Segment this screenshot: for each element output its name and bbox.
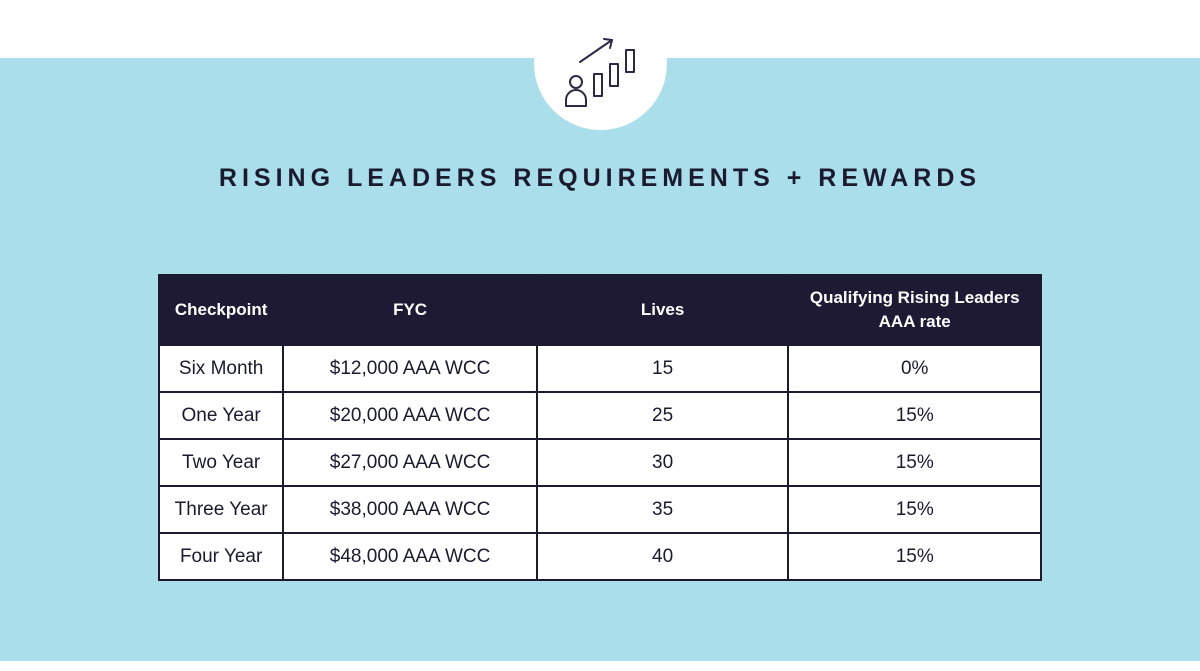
cell-checkpoint: Six Month [157,344,285,393]
bottom-strip [0,661,1200,671]
cell-checkpoint: One Year [157,391,285,440]
page-title: RISING LEADERS REQUIREMENTS + REWARDS [218,164,982,192]
cell-checkpoint: Four Year [157,532,285,581]
table-row: One Year $20,000 AAA WCC 25 15% [157,391,1042,440]
table-row: Six Month $12,000 AAA WCC 15 0% [157,344,1042,393]
cell-rate: 15% [787,438,1042,487]
icon-badge [534,0,667,130]
cell-fyc: $12,000 AAA WCC [282,344,538,393]
cell-lives: 40 [535,532,790,581]
cell-fyc: $38,000 AAA WCC [282,485,538,534]
header-fyc: FYC [282,274,538,346]
cell-fyc: $27,000 AAA WCC [282,438,538,487]
cell-lives: 25 [535,391,790,440]
cell-rate: 0% [787,344,1042,393]
cell-lives: 30 [535,438,790,487]
growth-chart-person-icon [565,38,635,107]
table-header-row: Checkpoint FYC Lives Qualifying Rising L… [157,274,1042,346]
header-lives: Lives [535,274,790,346]
header-checkpoint: Checkpoint [157,274,285,346]
cell-checkpoint: Three Year [157,485,285,534]
header-rate: Qualifying Rising Leaders AAA rate [787,274,1042,346]
cell-fyc: $20,000 AAA WCC [282,391,538,440]
cell-rate: 15% [787,532,1042,581]
table-row: Four Year $48,000 AAA WCC 40 15% [157,532,1042,581]
cell-rate: 15% [787,485,1042,534]
requirements-table: Checkpoint FYC Lives Qualifying Rising L… [157,274,1042,581]
cell-fyc: $48,000 AAA WCC [282,532,538,581]
table-row: Two Year $27,000 AAA WCC 30 15% [157,438,1042,487]
cell-rate: 15% [787,391,1042,440]
cell-lives: 15 [535,344,790,393]
table-row: Three Year $38,000 AAA WCC 35 15% [157,485,1042,534]
cell-lives: 35 [535,485,790,534]
cell-checkpoint: Two Year [157,438,285,487]
